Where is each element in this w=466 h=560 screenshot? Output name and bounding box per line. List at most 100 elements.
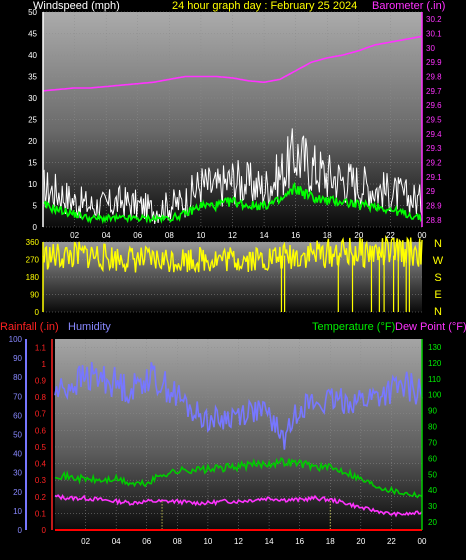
barometer-y-tick-label: 30.2: [426, 15, 442, 24]
temp-x-tick-label: 18: [326, 537, 335, 546]
temperature-y-tick-label: 70: [428, 438, 437, 447]
humidity-y-tick-label: 60: [13, 411, 22, 420]
rain-y-tick-label: 0.7: [35, 410, 47, 419]
humidity-axis-label: Humidity: [68, 321, 111, 333]
humidity-y-tick-label: 30: [13, 469, 22, 478]
compass-label: N: [434, 306, 442, 318]
wind-x-tick-label: 04: [102, 231, 111, 240]
rain-y-tick-label: 0.8: [35, 393, 47, 402]
wind-x-tick-label: 14: [260, 231, 269, 240]
barometer-y-tick-label: 29.6: [426, 101, 442, 110]
direction-y-tick-label: 270: [26, 256, 40, 265]
barometer-y-tick-label: 29.7: [426, 87, 442, 96]
temperature-y-tick-label: 120: [428, 359, 442, 368]
direction-series-group: [42, 234, 423, 312]
temperature-y-tick-label: 100: [428, 391, 442, 400]
temp-x-tick-label: 16: [295, 537, 304, 546]
barometer-y-tick-label: 29.2: [426, 159, 442, 168]
direction-y-tick-label: 90: [30, 291, 39, 300]
humidity-y-tick-label: 50: [13, 431, 22, 440]
windspeed-gust-line: [42, 128, 423, 224]
rain-y-tick-label: 0.3: [35, 476, 47, 485]
wind-x-tick-label: 08: [165, 231, 174, 240]
barometer-y-tick-label: 28.8: [426, 216, 442, 225]
temperature-y-tick-label: 110: [428, 375, 441, 384]
direction-y-tick-label: 360: [26, 238, 40, 247]
wind-y-tick-label: 20: [28, 137, 37, 146]
dewpoint-axis-label: Dew Point (°F): [395, 321, 466, 333]
temperature-axis-label: Temperature (°F): [312, 321, 395, 333]
direction-gridlines: [43, 241, 422, 313]
chart-title: 24 hour graph day : February 25 2024: [172, 0, 357, 12]
rain-y-tick-label: 0.5: [35, 443, 47, 452]
temp-x-tick-label: 00: [418, 537, 427, 546]
temp-x-tick-label: 04: [112, 537, 121, 546]
temperature-y-tick-label: 40: [428, 486, 437, 495]
temperature-y-tick-label: 90: [428, 407, 437, 416]
barometer-y-tick-label: 29.5: [426, 116, 442, 125]
humidity-y-tick-label: 10: [13, 507, 22, 516]
temperature-y-tick-label: 30: [428, 502, 437, 511]
barometer-y-tick-label: 29.1: [426, 173, 442, 182]
wind-series-group: [42, 35, 423, 225]
rain-y-tick-label: 0.4: [35, 460, 47, 469]
rain-y-tick-label: 0.1: [35, 509, 47, 518]
wind-gridlines: [43, 11, 423, 228]
temp-x-tick-label: 10: [203, 537, 212, 546]
wind-x-tick-label: 16: [291, 231, 300, 240]
rain-y-tick-label: 1: [42, 360, 47, 369]
temperature-y-tick-label: 20: [428, 518, 437, 527]
rain-y-tick-label: 0: [42, 526, 47, 535]
wind-y-tick-label: 50: [28, 8, 37, 17]
dewpoint-line: [54, 493, 423, 518]
temp-x-tick-label: 14: [265, 537, 274, 546]
wind-y-tick-label: 30: [28, 94, 37, 103]
barometer-y-tick-label: 29.4: [426, 130, 442, 139]
wind-y-tick-label: 25: [28, 116, 37, 125]
temperature-y-tick-label: 50: [428, 470, 437, 479]
compass-label: N: [434, 238, 442, 250]
wind-direction-line: [42, 234, 423, 274]
barometer-y-tick-label: 28.9: [426, 202, 442, 211]
rain-y-tick-label: 1.1: [35, 343, 47, 352]
wind-x-tick-label: 18: [323, 231, 332, 240]
humidity-y-tick-label: 70: [13, 392, 22, 401]
temp-x-tick-label: 08: [173, 537, 182, 546]
compass-label: W: [433, 255, 444, 267]
wind-y-tick-label: 5: [33, 202, 38, 211]
humidity-y-tick-label: 100: [9, 335, 23, 344]
compass-label: S: [434, 272, 441, 284]
barometer-y-tick-label: 30: [426, 44, 435, 53]
rain-y-tick-label: 0.9: [35, 377, 47, 386]
temperature-line: [54, 456, 423, 499]
wind-y-tick-label: 45: [28, 30, 37, 39]
barometer-y-tick-label: 29.3: [426, 144, 442, 153]
barometer-y-tick-label: 29.8: [426, 73, 442, 82]
direction-y-tick-label: 180: [26, 273, 40, 282]
temp-x-tick-label: 12: [234, 537, 243, 546]
wind-x-tick-label: 00: [418, 231, 427, 240]
wind-y-tick-label: 35: [28, 73, 37, 82]
barometer-line: [42, 35, 423, 92]
windspeed-average-line: [42, 181, 423, 225]
wind-y-tick-label: 40: [28, 51, 37, 60]
compass-label: E: [434, 289, 441, 301]
barometer-y-tick-label: 29.9: [426, 58, 442, 67]
rainfall-axis-label: Rainfall (.in): [0, 321, 59, 333]
wind-y-tick-label: 15: [28, 159, 37, 168]
right-axis-label: Barometer (.in): [372, 0, 445, 12]
humidity-y-tick-label: 80: [13, 373, 22, 382]
left-axis-label: Windspeed (mph): [33, 0, 120, 12]
humidity-line: [54, 361, 423, 450]
wind-y-tick-label: 0: [33, 223, 38, 232]
barometer-y-tick-label: 30.1: [426, 30, 442, 39]
humidity-y-tick-label: 90: [13, 354, 22, 363]
humidity-y-tick-label: 40: [13, 450, 22, 459]
rain-y-tick-label: 0.6: [35, 426, 47, 435]
wind-y-tick-label: 10: [28, 180, 37, 189]
humidity-y-tick-label: 0: [18, 526, 23, 535]
rain-y-tick-label: 0.2: [35, 493, 47, 502]
direction-y-tick-label: 0: [35, 308, 40, 317]
